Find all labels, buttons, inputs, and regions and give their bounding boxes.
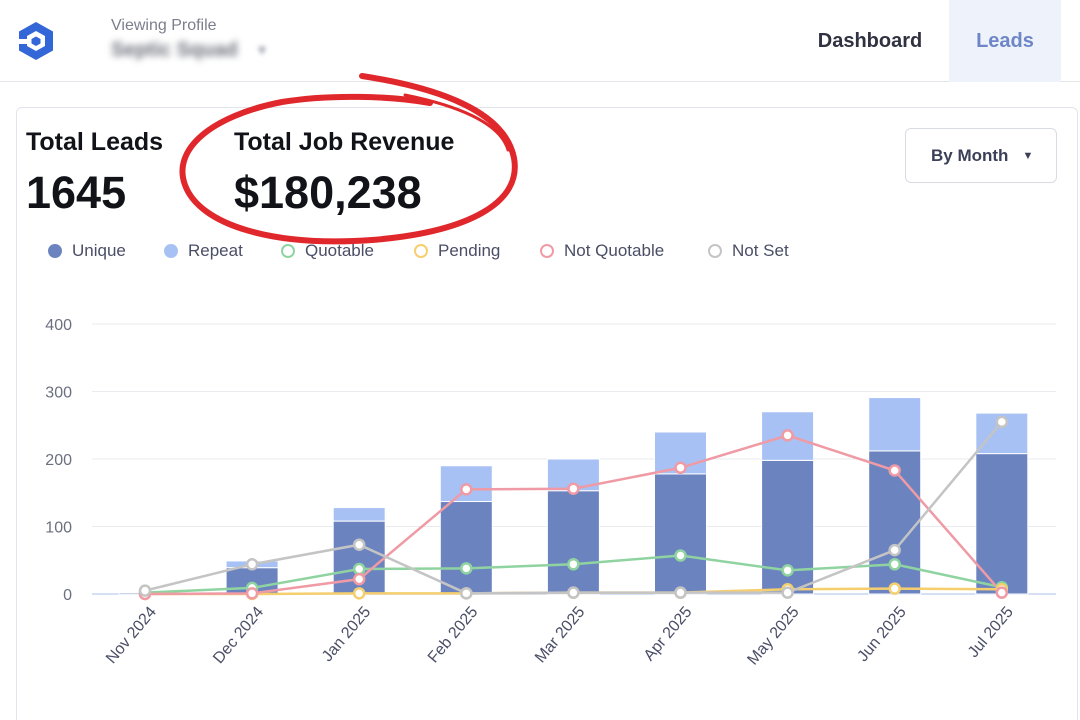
point-not-quotable — [352, 572, 366, 586]
point-not-quotable — [245, 587, 259, 600]
legend-label: Not Quotable — [564, 241, 665, 260]
point-not-set — [352, 538, 366, 551]
legend-dot-icon — [48, 244, 62, 258]
x-tick-label: Jul 2025 — [965, 604, 1017, 661]
y-tick-label: 200 — [45, 452, 72, 469]
legend-item-unique[interactable]: Unique — [48, 240, 126, 262]
point-pending — [888, 582, 901, 595]
y-tick-label: 100 — [45, 520, 72, 537]
point-quotable — [674, 549, 687, 562]
legend-item-not-quotable[interactable]: Not Quotable — [540, 240, 664, 262]
profile-name-selector[interactable]: Septic Squad — [111, 39, 238, 61]
legend-label: Quotable — [305, 241, 374, 260]
legend-item-quotable[interactable]: Quotable — [281, 240, 374, 262]
point-not-set — [138, 584, 152, 597]
period-select-value: By Month — [931, 145, 1009, 165]
y-tick-label: 300 — [45, 385, 72, 402]
caret-down-icon: ▼ — [1022, 149, 1034, 162]
x-tick-label: Apr 2025 — [641, 604, 696, 665]
legend-ring-icon — [414, 244, 428, 258]
point-not-set — [245, 558, 259, 571]
point-quotable — [352, 562, 366, 576]
point-pending — [352, 587, 366, 600]
legend-dot-icon — [164, 244, 178, 258]
x-tick-label: Jun 2025 — [854, 604, 909, 665]
point-not-set — [567, 586, 580, 599]
legend-item-pending[interactable]: Pending — [414, 240, 500, 262]
bar-unique — [439, 501, 493, 595]
y-tick-label: 400 — [45, 317, 72, 334]
y-tick-label: 0 — [63, 587, 72, 604]
bar-unique — [546, 490, 600, 595]
top-bar: Viewing Profile Septic Squad ▾ Dashboard… — [0, 0, 1080, 82]
legend-item-repeat[interactable]: Repeat — [164, 240, 243, 262]
point-not-set — [460, 587, 473, 600]
point-not-set — [995, 415, 1009, 429]
viewing-profile-label: Viewing Profile — [111, 17, 217, 34]
legend-label: Repeat — [188, 241, 243, 260]
point-quotable — [567, 558, 580, 571]
bar-unique — [975, 453, 1029, 595]
brand-logo-icon[interactable] — [16, 20, 56, 62]
point-not-set — [674, 586, 687, 599]
x-tick-label: May 2025 — [744, 604, 802, 669]
point-not-set — [781, 586, 794, 599]
x-tick-label: Dec 2024 — [210, 604, 267, 667]
point-quotable — [781, 564, 794, 577]
legend-ring-icon — [540, 244, 554, 258]
legend-label: Unique — [72, 241, 126, 260]
chevron-down-icon[interactable]: ▾ — [258, 42, 267, 59]
tab-dashboard[interactable]: Dashboard — [817, 29, 923, 52]
point-quotable — [460, 562, 473, 575]
point-not-quotable — [781, 429, 794, 442]
legend-item-not-set[interactable]: Not Set — [708, 240, 789, 262]
x-tick-label: Feb 2025 — [425, 604, 482, 667]
point-quotable — [888, 558, 901, 571]
bar-repeat — [868, 397, 922, 452]
period-select-dropdown[interactable]: By Month ▼ — [905, 128, 1057, 183]
point-not-quotable — [888, 464, 901, 477]
point-not-quotable — [674, 461, 687, 475]
bar-repeat — [332, 507, 386, 522]
legend-label: Not Set — [732, 241, 789, 260]
tab-leads[interactable]: Leads — [949, 0, 1061, 82]
x-tick-label: Jan 2025 — [319, 604, 374, 665]
bar-unique — [654, 473, 707, 595]
x-tick-label: Nov 2024 — [103, 604, 160, 667]
legend-label: Pending — [438, 241, 501, 260]
point-not-quotable — [567, 482, 580, 495]
legend-ring-icon — [281, 244, 295, 258]
total-leads-value: 1645 — [26, 167, 127, 218]
total-leads-label: Total Leads — [26, 128, 164, 156]
legend-ring-icon — [708, 244, 722, 258]
x-tick-label: Mar 2025 — [532, 604, 589, 667]
point-not-quotable — [460, 483, 473, 496]
point-not-quotable — [995, 586, 1009, 599]
point-not-set — [888, 543, 901, 557]
